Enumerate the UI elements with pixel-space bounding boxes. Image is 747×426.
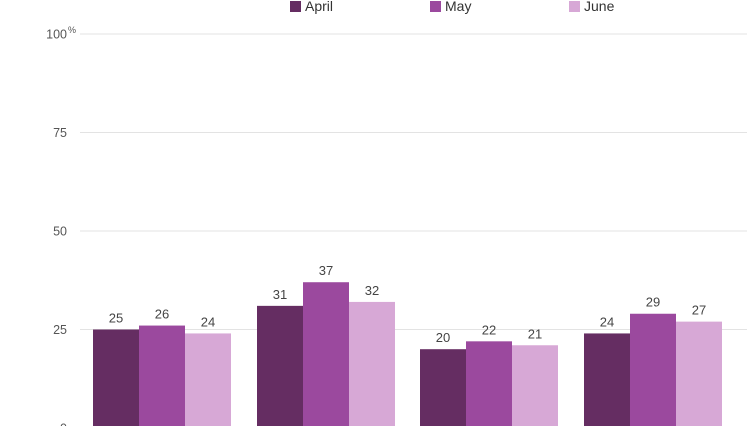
legend-item-june: June bbox=[569, 0, 614, 15]
data-label: 31 bbox=[273, 287, 287, 302]
bar-june bbox=[349, 301, 395, 426]
data-label: 26 bbox=[155, 307, 169, 322]
y-tick-label: 75 bbox=[53, 126, 67, 140]
bars bbox=[93, 282, 722, 426]
bar-may bbox=[630, 313, 676, 426]
legend-item-april: April bbox=[290, 0, 333, 15]
bar-april bbox=[93, 329, 139, 426]
data-label: 21 bbox=[528, 326, 542, 341]
legend-swatch-april bbox=[290, 0, 301, 12]
y-tick-label: 25 bbox=[53, 323, 67, 337]
legend-label-may: May bbox=[445, 0, 472, 14]
data-label: 24 bbox=[600, 314, 614, 329]
bar-april bbox=[257, 305, 303, 426]
legend-label-april: April bbox=[305, 0, 334, 14]
bar-june bbox=[185, 333, 231, 426]
data-label: 27 bbox=[692, 303, 706, 318]
bar-may bbox=[466, 341, 512, 426]
bar-may bbox=[303, 282, 349, 426]
y-unit-label: % bbox=[68, 25, 76, 35]
legend-item-may: May bbox=[430, 0, 471, 15]
bar-june bbox=[676, 321, 722, 426]
bar-june bbox=[512, 345, 558, 426]
y-tick-label: 0 bbox=[60, 422, 67, 426]
data-label: 24 bbox=[201, 314, 215, 329]
y-tick-label: 50 bbox=[53, 225, 67, 239]
data-label: 32 bbox=[365, 283, 379, 298]
data-label: 20 bbox=[436, 330, 450, 345]
data-label: 25 bbox=[109, 311, 123, 326]
legend-label-june: June bbox=[584, 0, 615, 14]
bar-may bbox=[139, 325, 185, 426]
bar-april bbox=[584, 333, 630, 426]
data-label: 29 bbox=[646, 295, 660, 310]
y-axis: 0 25 50 75 100% bbox=[46, 25, 76, 426]
data-label: 37 bbox=[319, 263, 333, 278]
y-tick-label: 100 bbox=[46, 28, 67, 42]
data-label: 22 bbox=[482, 322, 496, 337]
data-labels: 25 26 24 31 37 32 20 22 21 24 29 27 bbox=[109, 263, 706, 345]
bar-april bbox=[420, 349, 466, 426]
legend-swatch-june bbox=[569, 0, 580, 12]
legend-swatch-may bbox=[430, 0, 441, 12]
